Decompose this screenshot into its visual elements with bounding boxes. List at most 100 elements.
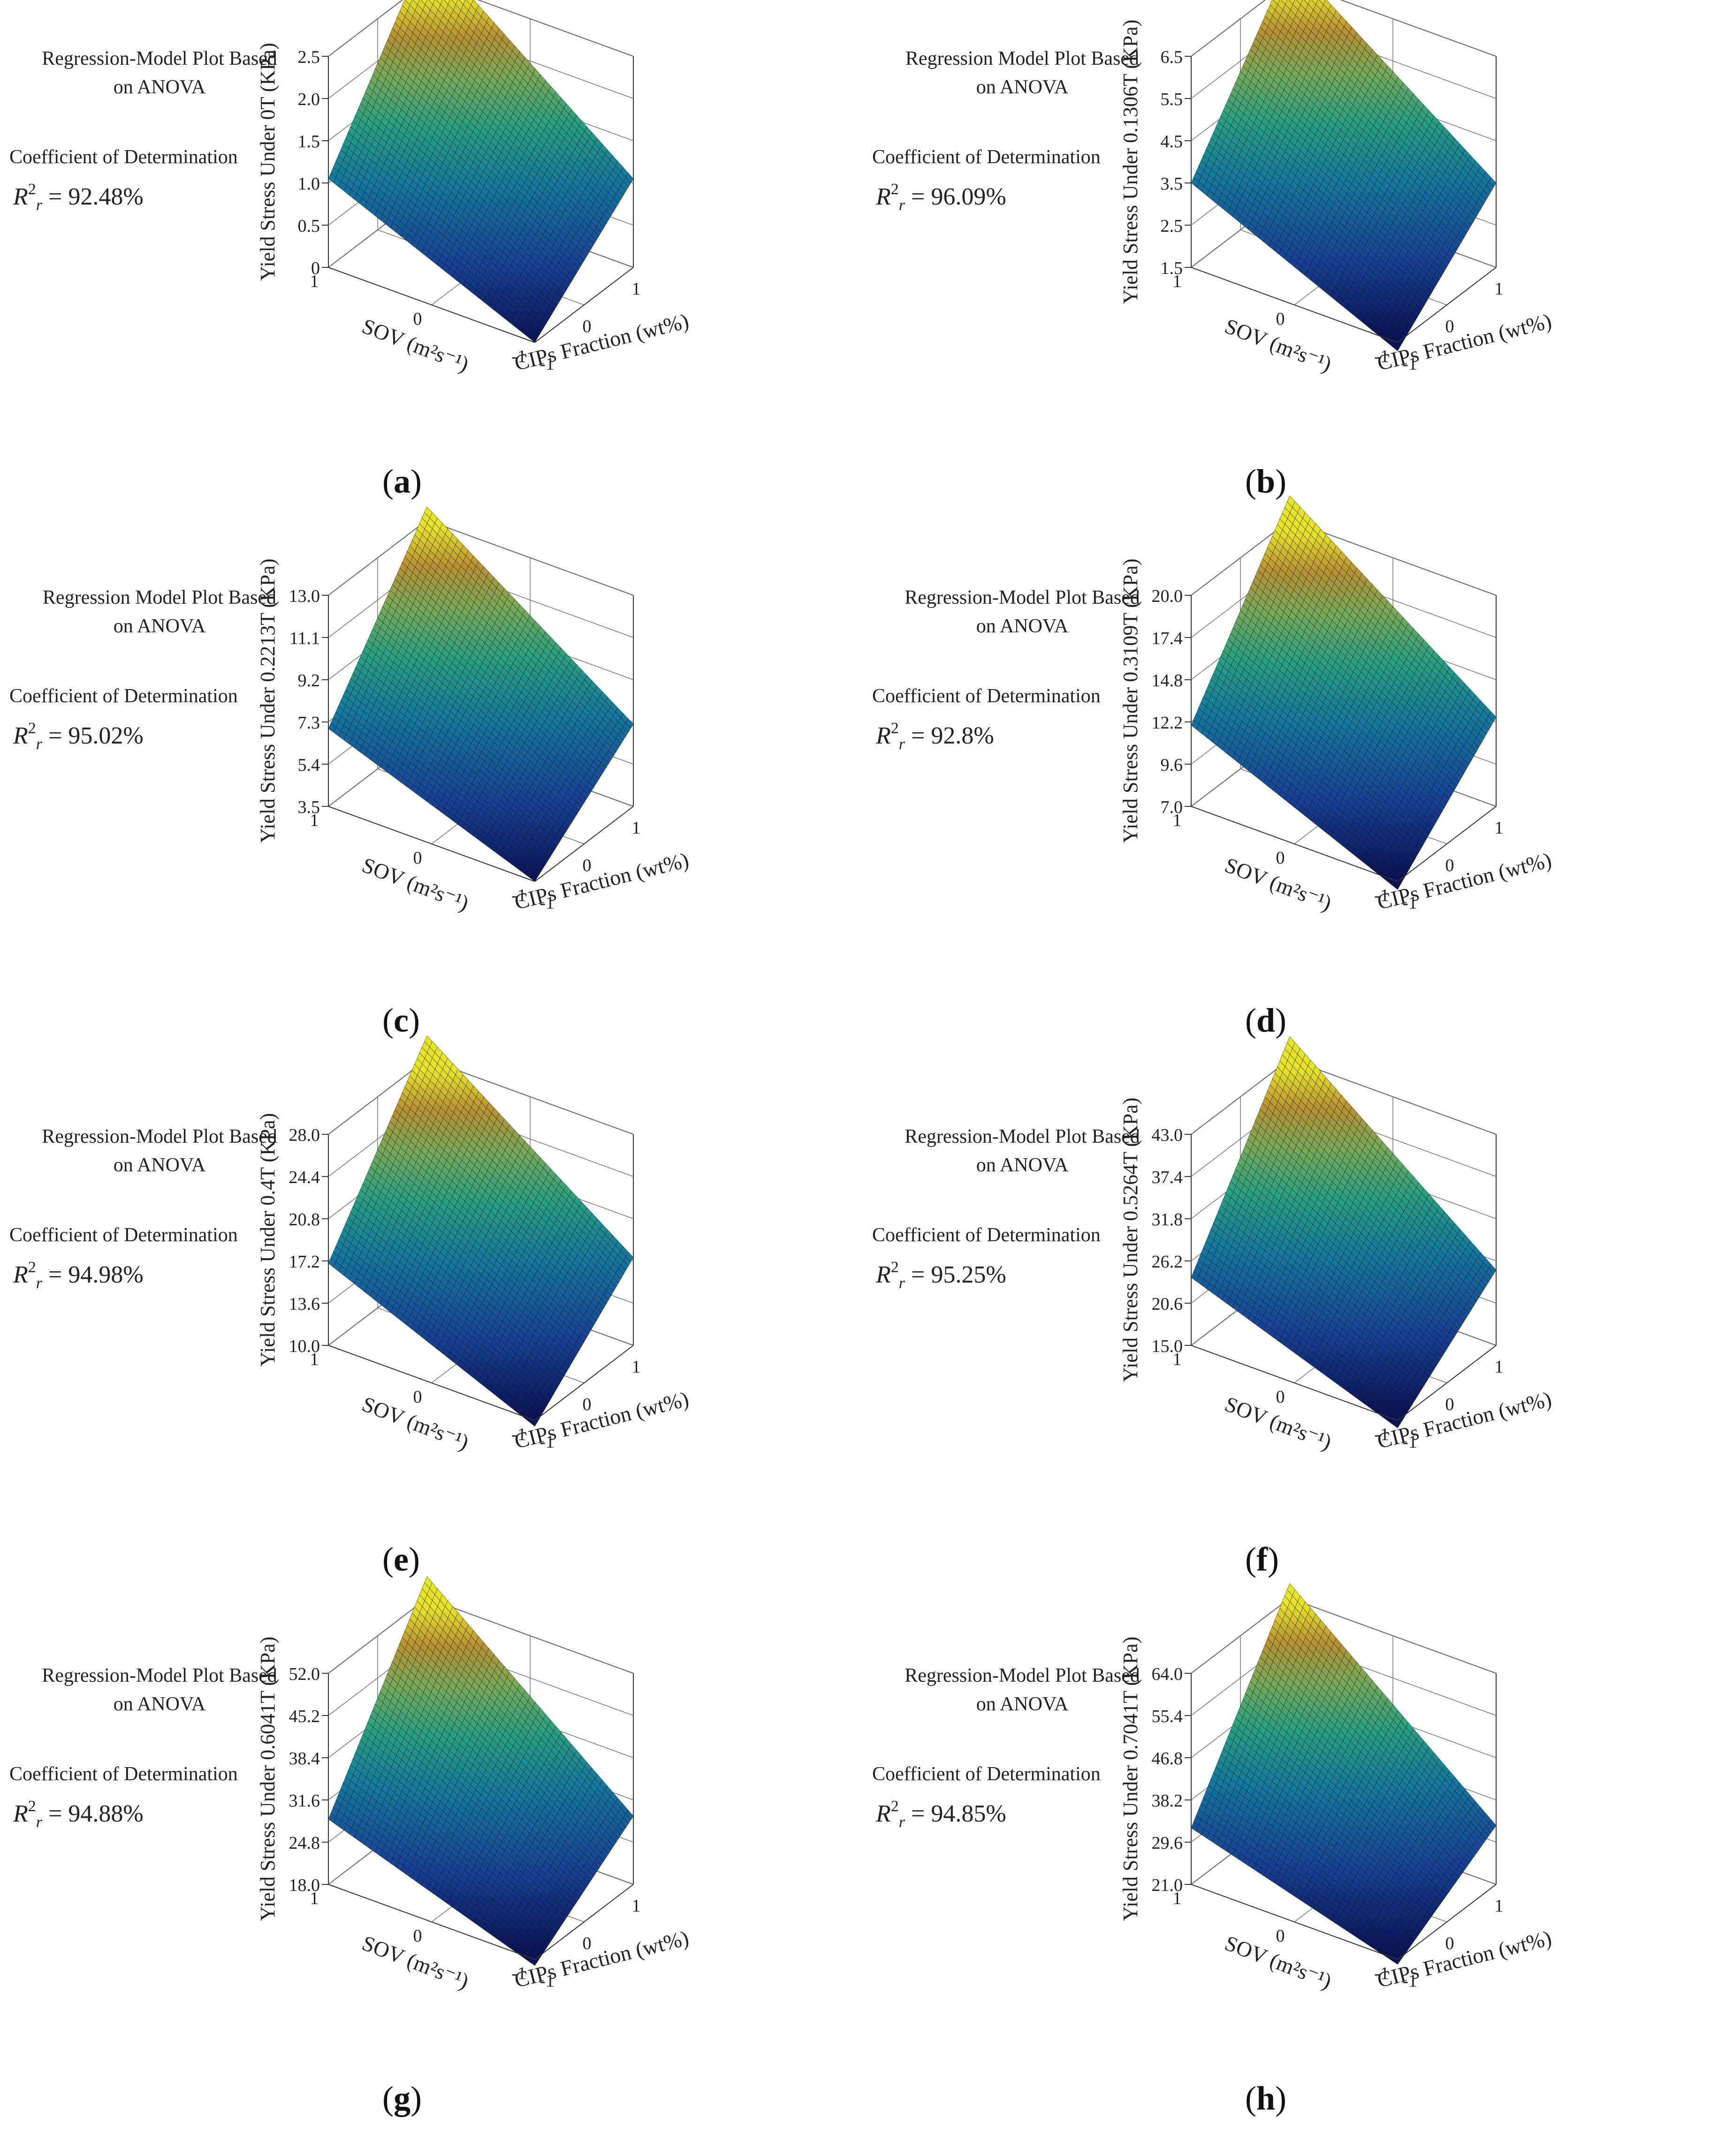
- y-tick-label: 0: [413, 848, 422, 868]
- z-tick-label: 2.0: [298, 90, 320, 109]
- sov-axis-line: [1191, 267, 1398, 343]
- r2-symbol: R: [876, 183, 891, 210]
- y-tick-label: -1: [511, 347, 526, 366]
- coefficient-label: Coefficient of Determination: [9, 685, 238, 707]
- panel-a: Regression-Model Plot Based on ANOVA Coeff…: [0, 0, 863, 539]
- r2-symbol: R: [13, 183, 28, 210]
- surface-cell: [444, 0, 450, 5]
- r2-subscript: r: [898, 197, 905, 214]
- y-tick-label: -1: [1374, 347, 1389, 366]
- model-title: Regression-Model Plot Based on ANOVA: [42, 48, 277, 98]
- z-tick-label: 0.5: [298, 216, 320, 236]
- z-axis-label: Yield Stress Under 0T (KPa): [256, 43, 279, 281]
- z-tick-label: 1.5: [1161, 258, 1183, 278]
- panel-d: Regression-Model Plot Based on ANOVA Coeff…: [863, 495, 1726, 1078]
- r2-percent: 92.48%: [68, 183, 144, 210]
- surface-cell: [424, 506, 433, 518]
- r2-equals: =: [905, 183, 931, 210]
- surface-cell: [1273, 0, 1280, 5]
- y-tick-label: 0: [413, 309, 422, 329]
- z-tick-label: 4.5: [1161, 132, 1183, 152]
- surface-cell: [1323, 0, 1331, 11]
- r-squared-value: R2r = 96.09%: [876, 181, 1006, 214]
- panel-label: (c): [382, 1002, 420, 1039]
- z-tick-label: 1.5: [298, 132, 320, 152]
- surface-cell: [420, 0, 427, 5]
- surface-cell: [451, 0, 458, 5]
- z-axis-label: Yield Stress Under 0.2213T (KPa): [256, 559, 279, 843]
- z-tick-label: 13.0: [289, 586, 320, 606]
- y-tick-label: 0: [1276, 309, 1285, 329]
- r2-exponent: 2: [890, 720, 899, 737]
- z-tick-label: 11.1: [289, 629, 320, 648]
- surface-cell: [436, 0, 443, 5]
- surface-cell: [428, 0, 435, 5]
- surface-cell: [1319, 0, 1326, 5]
- panel-b: Regression Model Plot Based on ANOVA Coeff…: [863, 0, 1726, 539]
- z-tick-label: 1.0: [298, 174, 320, 194]
- surface-cell: [1296, 0, 1303, 5]
- panel-label: (d): [1245, 1002, 1287, 1039]
- sov-axis-line: [328, 806, 535, 882]
- coefficient-label: Coefficient of Determination: [872, 146, 1101, 168]
- r2-equals: =: [42, 183, 68, 210]
- r2-exponent: 2: [890, 181, 899, 198]
- panel-label: (b): [1245, 463, 1287, 500]
- panel-letter: a: [393, 463, 411, 500]
- z-tick-label: 7.3: [298, 713, 320, 733]
- panel-letter: d: [1256, 1002, 1276, 1039]
- surface-cell: [463, 0, 471, 11]
- sov-axis-line: [328, 267, 535, 343]
- surface-mesh: [328, 0, 634, 343]
- z-tick-label: 6.5: [1161, 47, 1183, 67]
- model-title: Regression Model Plot Based on ANOVA: [905, 48, 1140, 98]
- y-tick-label: -1: [511, 886, 526, 905]
- r-squared-value: R2r = 92.8%: [876, 720, 994, 753]
- r2-symbol: R: [13, 722, 28, 749]
- z-tick-label: 3.5: [1161, 174, 1183, 194]
- r2-percent: 96.09%: [931, 183, 1006, 210]
- model-title: Regression-Model Plot Based on ANOVA: [905, 587, 1140, 637]
- model-title: Regression Model Plot Based on ANOVA: [42, 587, 277, 637]
- r2-subscript: r: [898, 736, 905, 753]
- x-tick-label: -1: [540, 893, 555, 913]
- x-tick-label: 0: [583, 856, 592, 875]
- r2-equals: =: [905, 722, 931, 749]
- coefficient-label: Coefficient of Determination: [9, 146, 238, 168]
- r2-exponent: 2: [28, 181, 36, 198]
- cips-axis-line: [1397, 267, 1497, 343]
- x-tick-label: 1: [632, 818, 641, 838]
- y-tick-label: 1: [310, 811, 319, 830]
- surface-cell: [459, 0, 466, 5]
- r-squared-value: R2r = 92.48%: [13, 181, 144, 214]
- z-tick-label: 5.4: [298, 755, 320, 775]
- surface-cell: [471, 0, 479, 11]
- surface-cell: [405, 0, 412, 6]
- z-tick-label: 2.5: [1161, 216, 1183, 236]
- panel-label: (a): [382, 463, 422, 500]
- surface-mesh: [1191, 0, 1497, 351]
- z-tick-label: 2.5: [298, 47, 320, 67]
- coefficient-label: Coefficient of Determination: [872, 685, 1101, 707]
- z-tick-label: 0: [311, 258, 320, 278]
- surface-cell: [1304, 0, 1310, 5]
- r2-subscript: r: [36, 736, 42, 753]
- surface-cell: [466, 0, 474, 6]
- r2-percent: 95.02%: [68, 722, 144, 749]
- surface-cell: [1281, 0, 1288, 5]
- r2-subscript: r: [36, 197, 42, 214]
- r2-exponent: 2: [28, 720, 36, 737]
- y-tick-label: 1: [310, 272, 319, 291]
- r-squared-value: R2r = 95.02%: [13, 720, 144, 753]
- x-tick-label: 1: [632, 279, 641, 299]
- surface-cell: [402, 0, 411, 11]
- x-tick-label: 0: [583, 317, 592, 336]
- cips-axis-line: [534, 267, 634, 343]
- surface-cell: [410, 0, 418, 11]
- z-tick-label: 5.5: [1161, 90, 1183, 109]
- x-tick-label: -1: [1402, 354, 1417, 374]
